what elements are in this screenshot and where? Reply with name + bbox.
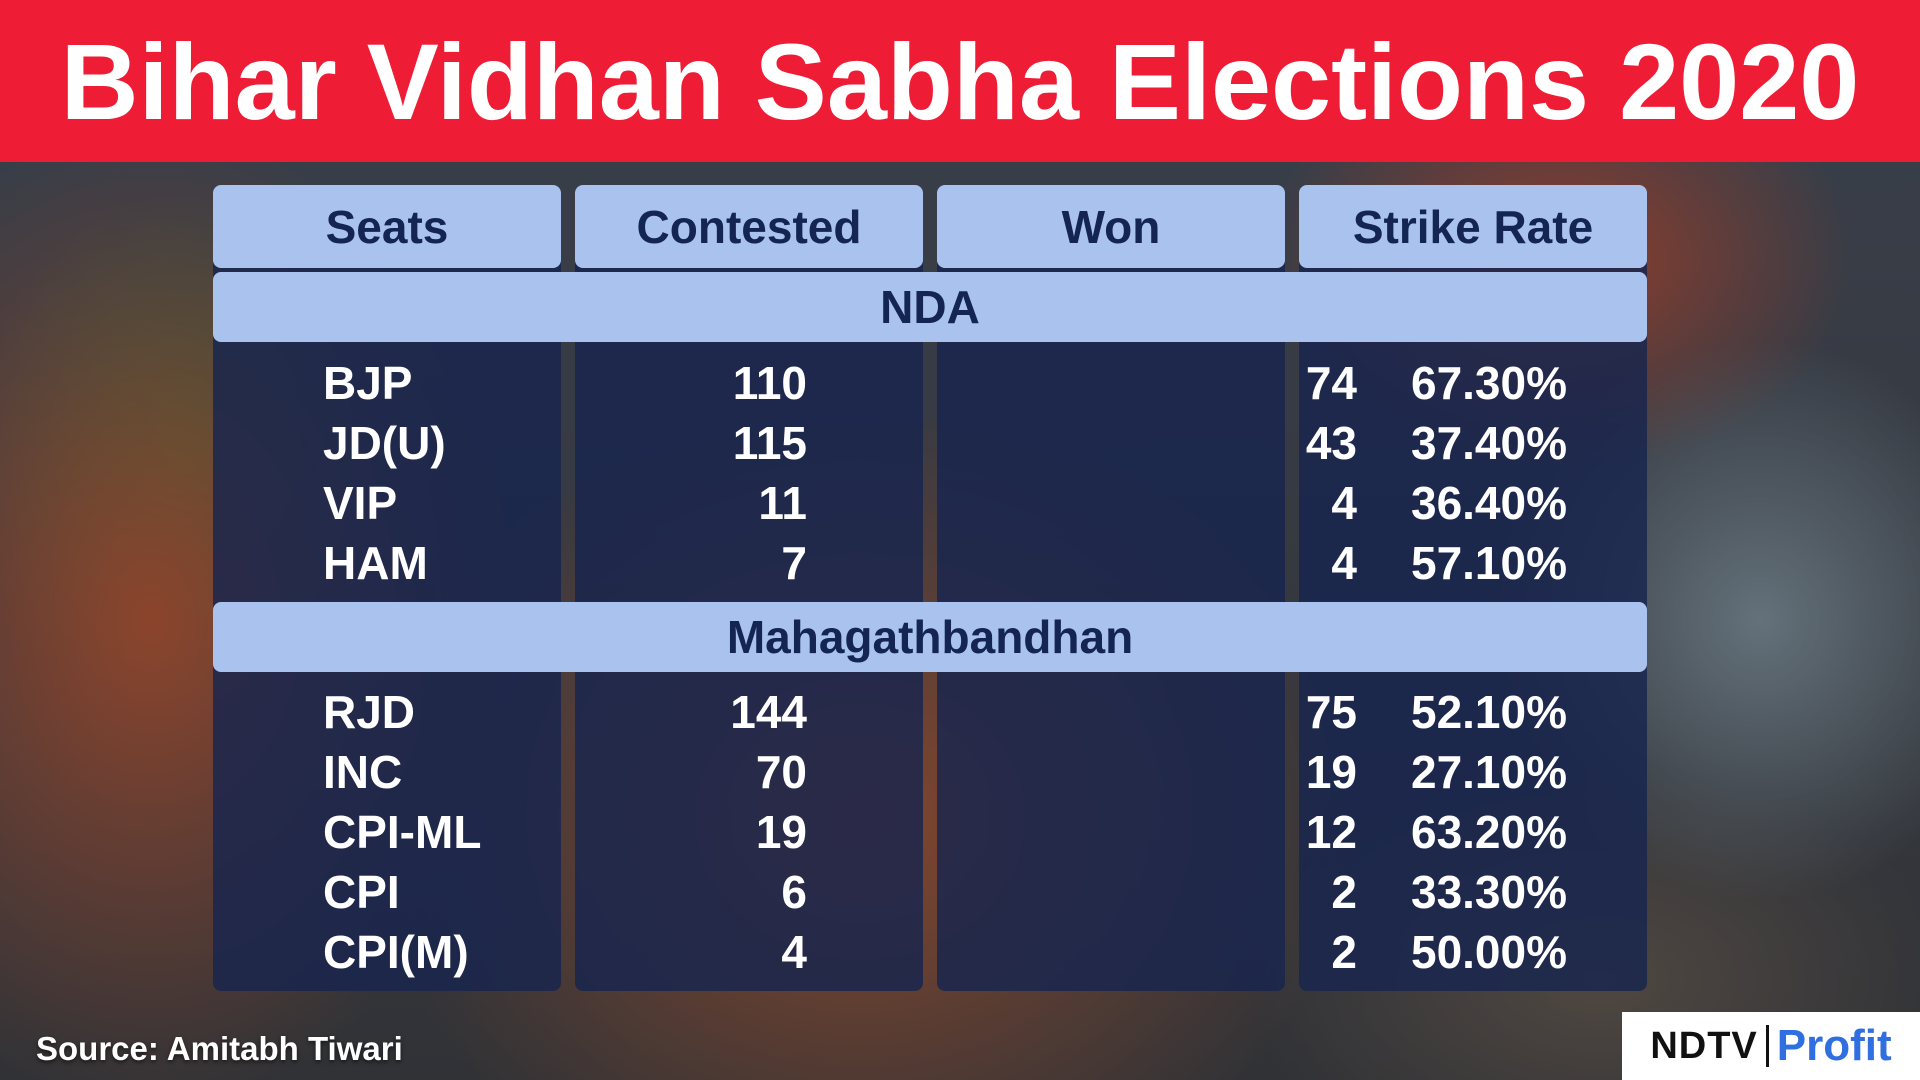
header-won: Won	[937, 185, 1285, 268]
title-banner: Bihar Vidhan Sabha Elections 2020	[0, 0, 1920, 162]
strike-rate-value: 33.30%	[1410, 866, 1567, 918]
source-credit: Source: Amitabh Tiwari	[36, 1030, 403, 1067]
logo-ndtv-text: NDTV	[1650, 1024, 1758, 1067]
won-value: 2	[1331, 866, 1357, 918]
strike-rate-value: 52.10%	[1410, 686, 1567, 738]
strike-rate-value: 27.10%	[1410, 746, 1567, 798]
party-name: RJD	[323, 686, 416, 738]
party-name: CPI-ML	[323, 806, 482, 858]
group-header-mahagathbandhan: Mahagathbandhan	[213, 602, 1647, 672]
header-strike-rate: Strike Rate	[1299, 185, 1647, 268]
strike-rate-value: 37.40%	[1410, 417, 1567, 469]
group-header-nda: NDA	[213, 272, 1647, 342]
won-value: 2	[1331, 926, 1357, 978]
won-value: 75	[1305, 686, 1357, 738]
won-value: 43	[1305, 417, 1357, 469]
won-value: 19	[1305, 746, 1357, 798]
party-name: INC	[323, 746, 403, 798]
contested-value: 6	[781, 866, 807, 918]
strike-rate-value: 57.10%	[1410, 537, 1567, 589]
contested-value: 11	[758, 477, 807, 529]
strike-rate-value: 36.40%	[1410, 477, 1567, 529]
contested-value: 19	[755, 806, 807, 858]
contested-value: 144	[730, 686, 807, 738]
page-title: Bihar Vidhan Sabha Elections 2020	[60, 20, 1860, 142]
party-name: CPI	[323, 866, 400, 918]
ndtv-profit-logo: NDTV Profit	[1622, 1012, 1920, 1080]
strike-rate-value: 50.00%	[1410, 926, 1567, 978]
strike-rate-value: 67.30%	[1410, 357, 1567, 409]
party-name: CPI(M)	[323, 926, 469, 978]
party-name: VIP	[323, 477, 398, 529]
contested-value: 110	[732, 357, 807, 409]
logo-divider	[1765, 1025, 1769, 1067]
header-contested: Contested	[575, 185, 923, 268]
strike-rate-value: 63.20%	[1410, 806, 1567, 858]
contested-value: 70	[755, 746, 807, 798]
logo-profit-text: Profit	[1776, 1021, 1892, 1070]
party-name: HAM	[323, 537, 428, 589]
won-value: 4	[1331, 537, 1357, 589]
results-table: Seats Contested Won Strike Rate NDA BJP …	[213, 185, 1647, 991]
contested-value: 7	[781, 537, 807, 589]
contested-value: 4	[781, 926, 807, 978]
won-value: 4	[1331, 477, 1357, 529]
won-value: 74	[1305, 357, 1357, 409]
header-seats: Seats	[213, 185, 561, 268]
party-name: JD(U)	[323, 417, 446, 469]
contested-value: 115	[732, 417, 807, 469]
party-name: BJP	[323, 357, 413, 409]
won-value: 12	[1305, 806, 1357, 858]
